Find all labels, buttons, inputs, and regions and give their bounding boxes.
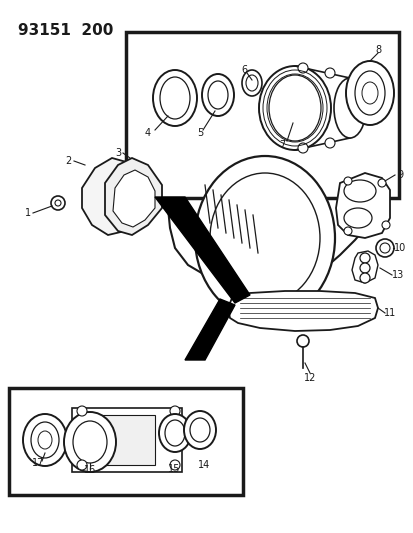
- Polygon shape: [351, 251, 377, 283]
- Circle shape: [379, 243, 389, 253]
- Ellipse shape: [64, 412, 116, 472]
- Circle shape: [324, 68, 334, 78]
- Bar: [72, 408, 182, 472]
- Text: 8: 8: [374, 45, 380, 55]
- Circle shape: [359, 273, 369, 283]
- Text: 15: 15: [167, 464, 180, 474]
- Ellipse shape: [183, 411, 216, 449]
- Polygon shape: [105, 158, 161, 235]
- Circle shape: [51, 196, 65, 210]
- Polygon shape: [168, 158, 377, 291]
- Text: 3: 3: [115, 148, 121, 158]
- Text: 16: 16: [84, 465, 96, 475]
- Circle shape: [359, 253, 369, 263]
- Bar: [126, 32, 398, 198]
- Text: 5: 5: [197, 128, 203, 138]
- Bar: [9, 388, 242, 495]
- Text: 7: 7: [278, 140, 285, 150]
- Circle shape: [359, 263, 369, 273]
- Ellipse shape: [202, 74, 233, 116]
- Text: 14: 14: [197, 460, 210, 470]
- Text: 93151  200: 93151 200: [18, 23, 113, 38]
- Text: 12: 12: [303, 373, 316, 383]
- Ellipse shape: [195, 156, 334, 320]
- Text: 4: 4: [145, 128, 151, 138]
- Ellipse shape: [23, 414, 67, 466]
- Ellipse shape: [345, 61, 393, 125]
- Text: 6: 6: [240, 65, 247, 75]
- Polygon shape: [113, 170, 154, 227]
- Circle shape: [375, 239, 393, 257]
- Ellipse shape: [259, 66, 330, 150]
- Text: 13: 13: [391, 270, 403, 280]
- Circle shape: [297, 63, 307, 73]
- Text: 2: 2: [65, 156, 71, 166]
- Circle shape: [343, 177, 351, 185]
- Bar: [80, 415, 154, 465]
- Circle shape: [77, 406, 87, 416]
- Circle shape: [170, 406, 180, 416]
- Circle shape: [324, 138, 334, 148]
- Circle shape: [343, 227, 351, 235]
- Circle shape: [55, 200, 61, 206]
- Polygon shape: [82, 158, 147, 235]
- Circle shape: [377, 179, 385, 187]
- Text: 9: 9: [396, 170, 402, 180]
- Circle shape: [297, 143, 307, 153]
- Text: 10: 10: [393, 243, 405, 253]
- Ellipse shape: [153, 70, 197, 126]
- Circle shape: [381, 221, 389, 229]
- Circle shape: [296, 335, 308, 347]
- Text: 1: 1: [25, 208, 31, 218]
- Circle shape: [77, 460, 87, 470]
- Ellipse shape: [159, 414, 190, 452]
- Polygon shape: [335, 173, 389, 238]
- Polygon shape: [154, 197, 249, 303]
- Polygon shape: [185, 299, 235, 360]
- Text: 17: 17: [32, 458, 44, 468]
- Polygon shape: [228, 291, 377, 331]
- Text: 11: 11: [383, 308, 395, 318]
- Circle shape: [170, 460, 180, 470]
- Ellipse shape: [242, 70, 261, 96]
- Ellipse shape: [333, 78, 365, 138]
